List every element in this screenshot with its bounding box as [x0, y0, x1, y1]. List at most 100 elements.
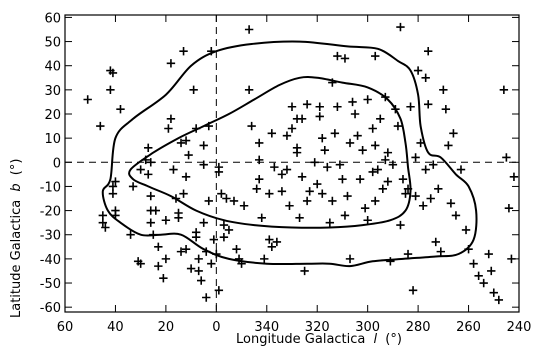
x-tick-label: 0 [212, 320, 220, 335]
data-point [252, 184, 261, 194]
y-tick-label: 30 [44, 84, 61, 99]
data-point [184, 150, 193, 160]
data-point [181, 136, 191, 145]
data-point [403, 184, 413, 194]
data-point [340, 54, 350, 63]
y-tick-label: 20 [44, 108, 61, 123]
data-point [255, 138, 264, 148]
data-point [318, 133, 327, 143]
data-point [111, 211, 120, 220]
x-tick-label: 60 [57, 320, 74, 335]
y-tick-label: -60 [40, 301, 61, 316]
y-tick-label: -50 [40, 277, 61, 292]
data-point [277, 170, 287, 179]
data-point [239, 201, 249, 210]
data-point [371, 51, 380, 61]
data-point [396, 220, 405, 230]
data-point [171, 194, 181, 203]
data-point [282, 165, 292, 174]
y-tick-label: 10 [44, 132, 61, 147]
data-point [207, 47, 216, 56]
data-point [305, 187, 314, 196]
data-point [333, 102, 342, 111]
data-point [373, 165, 382, 174]
data-point [333, 51, 342, 61]
data-point [494, 295, 504, 305]
x-tick-label: 20 [158, 320, 175, 335]
data-point [199, 141, 208, 150]
data-point [194, 266, 203, 276]
data-point [166, 59, 176, 68]
data-point [474, 271, 483, 280]
data-point [191, 124, 201, 133]
y-tick-label: -30 [40, 229, 61, 244]
data-point [345, 138, 355, 148]
data-point [371, 141, 380, 150]
data-point [108, 182, 118, 191]
data-point [265, 235, 274, 244]
data-point [363, 216, 372, 225]
data-point [421, 73, 430, 82]
data-point [199, 218, 208, 227]
data-point [353, 131, 362, 140]
data-point [257, 213, 266, 223]
data-point [179, 189, 188, 198]
data-point [444, 141, 453, 150]
data-point [484, 249, 493, 259]
data-point [204, 121, 213, 131]
data-point [489, 288, 498, 297]
scatter-points [83, 22, 519, 305]
data-point [214, 286, 224, 295]
data-point [315, 112, 324, 121]
data-point [297, 114, 307, 124]
data-point [255, 155, 264, 165]
data-point [487, 266, 496, 276]
data-point [272, 237, 282, 247]
x-tick-label: 280 [406, 320, 431, 335]
data-point [101, 223, 110, 232]
x-tick-label: 320 [305, 320, 330, 335]
x-axis-label: Longitude Galactica [236, 332, 365, 347]
data-point [219, 232, 229, 242]
data-point [277, 187, 287, 196]
y-tick-label: -10 [40, 180, 61, 195]
data-point [166, 114, 176, 124]
x-tick-label: 340 [254, 320, 279, 335]
data-point [456, 165, 466, 174]
data-point [479, 278, 488, 288]
data-point [328, 196, 337, 206]
data-point [270, 162, 279, 172]
data-point [297, 172, 307, 181]
data-point [360, 203, 370, 213]
data-point [381, 92, 390, 102]
data-point [302, 196, 312, 206]
data-point [232, 245, 241, 254]
data-point [244, 85, 254, 95]
data-point [411, 191, 420, 201]
data-point [441, 104, 451, 114]
contour-inner [128, 76, 412, 229]
data-point [398, 174, 408, 184]
svg-text:Latitude Galactica b: Latitude Galactica b (°) [9, 159, 24, 318]
data-point [141, 155, 150, 165]
data-point [209, 235, 219, 244]
data-point [98, 218, 108, 227]
data-point [464, 245, 473, 254]
data-point [174, 213, 183, 223]
data-point [368, 124, 377, 133]
data-point [126, 230, 135, 239]
data-point [320, 146, 329, 155]
data-point [186, 264, 196, 273]
data-point [161, 254, 171, 264]
data-point [318, 189, 327, 198]
data-point [176, 247, 186, 256]
data-point [194, 254, 203, 264]
data-point [338, 174, 347, 184]
plot-frame [64, 14, 520, 313]
data-point [224, 225, 234, 235]
data-point [451, 211, 461, 220]
data-point [111, 177, 120, 186]
y-tick-label: 0 [53, 156, 61, 171]
data-point [204, 196, 213, 206]
data-point [265, 189, 274, 198]
